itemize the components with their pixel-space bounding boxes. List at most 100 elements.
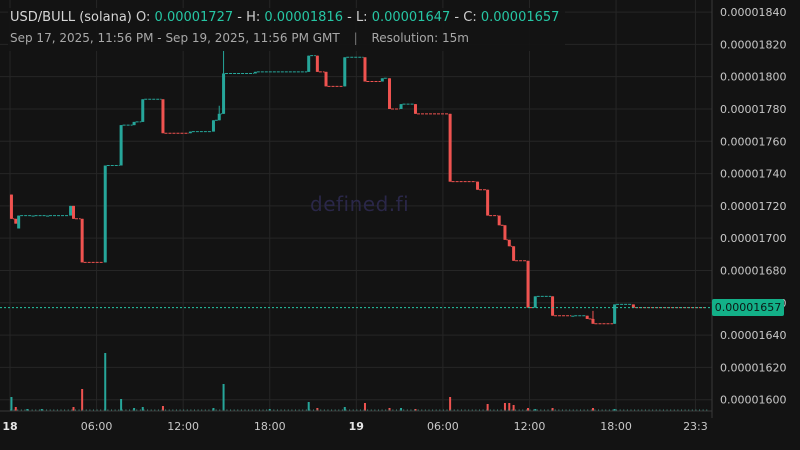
volume-tick [680,409,682,411]
volume-tick [17,409,19,411]
x-tick-label: 12:00 [167,420,199,433]
volume-tick [291,409,293,411]
candle-body [9,194,13,219]
candle-body [380,78,384,82]
volume-tick [533,409,535,411]
candle-body [222,73,226,114]
volume-bar [120,399,123,411]
volume-tick [482,409,484,411]
volume-tick [576,409,578,411]
candle-body [399,104,403,109]
candle-body [413,104,417,114]
volume-tick [486,409,488,411]
volume-tick [237,409,239,411]
volume-tick [363,409,365,411]
volume-tick [464,409,466,411]
volume-tick [226,409,228,411]
candle-body [17,215,21,229]
volume-tick [161,409,163,411]
volume-tick [659,409,661,411]
volume-tick [673,409,675,411]
volume-bar [449,397,452,411]
candle-body [388,78,392,109]
volume-tick [450,409,452,411]
volume-tick [504,409,506,411]
candle-body [71,205,75,219]
volume-tick [551,409,553,411]
volume-tick [475,409,477,411]
volume-tick [323,409,325,411]
candle-body [217,113,221,121]
volume-tick [64,409,66,411]
volume-tick [255,409,257,411]
volume-tick [67,409,69,411]
volume-tick [53,409,55,411]
volume-tick [691,409,693,411]
volume-tick [525,409,527,411]
x-axis[interactable]: 18 06:00 12:00 18:00 19 06:00 12:00 18:00 23:3 [2,420,707,433]
volume-tick [143,409,145,411]
volume-tick [511,409,513,411]
volume-tick [601,409,603,411]
volume-bar [81,389,84,411]
open-label: O: [136,10,151,25]
volume-tick [565,409,567,411]
volume-tick [49,409,51,411]
volume-tick [269,409,271,411]
volume-tick [695,409,697,411]
volume-tick [334,409,336,411]
volume-tick [24,409,26,411]
volume-tick [392,409,394,411]
volume-tick [421,409,423,411]
chart-legend: USD/BULL (solana) O: 0.00001727 - H: 0.0… [8,8,566,51]
candle-body [103,165,107,263]
candle-body [211,120,215,132]
volume-bar [414,409,417,411]
candle-body [503,225,507,240]
volume-tick [125,409,127,411]
candle-body [161,99,165,134]
volume-tick [623,409,625,411]
volume-tick [652,409,654,411]
volume-tick [666,409,668,411]
volume-tick [121,409,123,411]
candle-body [526,260,530,308]
volume-tick [630,409,632,411]
volume-tick [157,409,159,411]
volume-tick [240,409,242,411]
volume-tick [457,409,459,411]
volume-tick [367,409,369,411]
high-label: H: [246,10,261,25]
candle-body [80,218,84,263]
volume-bar [40,409,43,411]
volume-tick [406,409,408,411]
volume-tick [497,409,499,411]
volume-tick [605,409,607,411]
volume-bar [591,408,594,411]
volume-tick [35,409,37,411]
volume-tick [388,409,390,411]
last-price-tag: 0.00001657 [712,299,784,317]
volume-tick [435,409,437,411]
volume-tick [215,409,217,411]
volume-tick [385,409,387,411]
range-line: Sep 17, 2025, 11:56 PM - Sep 19, 2025, 1… [10,31,559,45]
volume-tick [208,409,210,411]
volume-tick [338,409,340,411]
volume-tick [186,409,188,411]
candle-body [613,304,617,324]
volume-tick [370,409,372,411]
candle-body [497,215,501,226]
close-label: C: [463,10,477,25]
volume-tick [374,409,376,411]
volume-bar [307,402,310,411]
volume-bar [512,405,515,411]
y-axis[interactable]: 0.000016000.000016200.000016400.00001660… [720,6,786,407]
volume-tick [677,409,679,411]
volume-tick [648,409,650,411]
volume-tick [60,409,62,411]
low-value: 0.00001647 [371,10,451,25]
candle-body [476,181,480,190]
volume-tick [273,409,275,411]
